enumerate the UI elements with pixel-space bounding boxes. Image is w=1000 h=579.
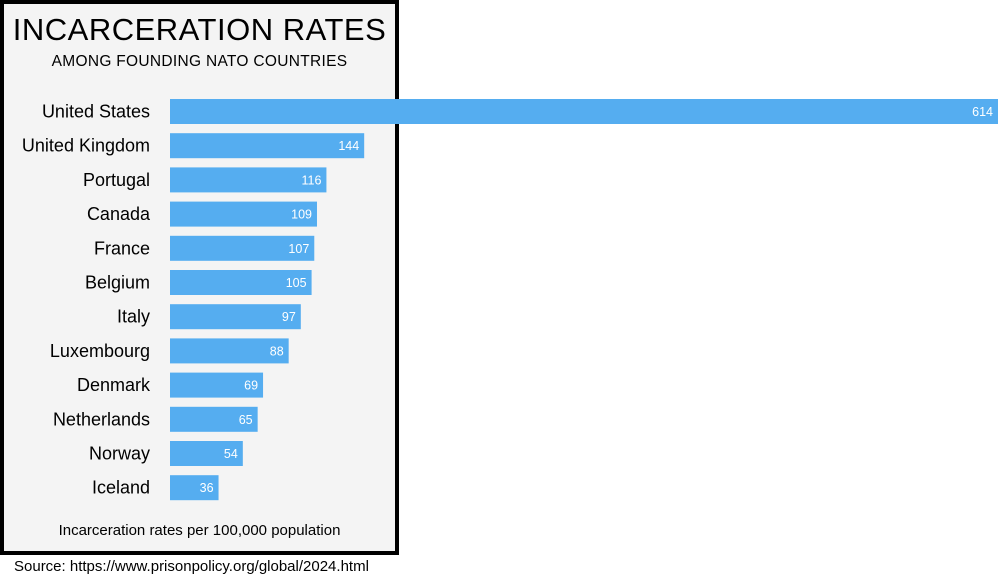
chart-panel xyxy=(0,0,399,555)
x-axis-label: Incarceration rates per 100,000 populati… xyxy=(58,522,341,539)
chart-title: INCARCERATION RATES xyxy=(12,12,387,47)
chart-subtitle: AMONG FOUNDING NATO COUNTRIES xyxy=(51,53,348,70)
source-note: Source: https://www.prisonpolicy.org/glo… xyxy=(14,558,369,575)
value-label-united-states: 614 xyxy=(972,105,993,119)
